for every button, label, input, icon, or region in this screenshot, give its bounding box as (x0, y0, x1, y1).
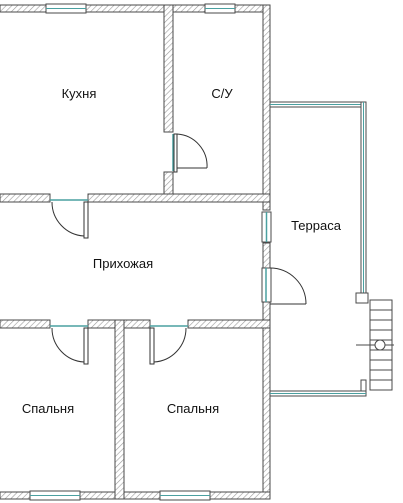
wall-hallway-bedroom-right (187, 319, 271, 329)
wall-hallway-bedroom-left (0, 319, 51, 329)
room-label-terrace: Терраса (291, 218, 342, 233)
opening-terrace-upper (261, 211, 272, 243)
room-label-kitchen: Кухня (62, 86, 97, 101)
windows (29, 3, 236, 501)
wall-bottom (0, 491, 271, 500)
wall-bedroom-partition (114, 319, 125, 500)
room-label-bedroom-left: Спальня (22, 401, 74, 416)
room-label-bathroom: С/У (211, 86, 233, 101)
wall-kitchen-hallway-left (0, 193, 51, 203)
wall-right-lower (262, 301, 271, 500)
door-bedroom-right (149, 325, 188, 365)
door-kitchen (50, 199, 89, 239)
terrace-steps (355, 292, 394, 391)
wall-kitchen-hallway-right (87, 193, 271, 203)
steps-direction-marker (374, 339, 386, 351)
room-label-hallway: Прихожая (93, 256, 153, 271)
wall-right-middle (262, 242, 271, 269)
walls (0, 4, 271, 500)
wall-right-upper (262, 4, 271, 211)
door-terrace (261, 267, 307, 305)
door-bathroom (172, 133, 208, 173)
terrace-outline (269, 101, 367, 397)
doors (50, 133, 307, 365)
wall-kitchen-bath-upper (163, 4, 174, 133)
door-bedroom-left (50, 325, 89, 365)
room-label-bedroom-right: Спальня (167, 401, 219, 416)
